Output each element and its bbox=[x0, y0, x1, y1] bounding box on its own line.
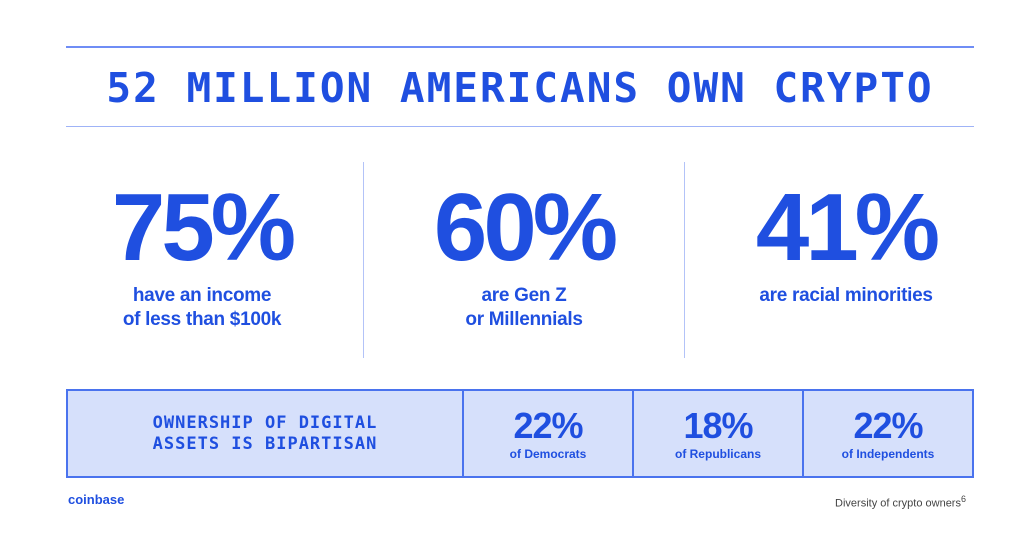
stat-income-value: 75% bbox=[111, 174, 296, 281]
stat-income-description: have an income of less than $100k bbox=[122, 285, 282, 330]
independents-label: of Independents bbox=[841, 446, 935, 461]
page-number: 6 bbox=[960, 494, 966, 504]
democrats-cell: 22% of Democrats bbox=[462, 391, 632, 476]
bipartisan-label: OWNERSHIP OF DIGITAL ASSETS IS BIPARTISA… bbox=[152, 412, 378, 454]
stat-divider bbox=[684, 162, 685, 358]
headline-underline bbox=[66, 126, 974, 127]
top-rule bbox=[66, 46, 974, 48]
stat-generation-description: are Gen Z or Millennials bbox=[465, 285, 583, 330]
stat-minorities: 41% are racial minorities bbox=[696, 180, 996, 308]
stat-minorities-description: are racial minorities bbox=[759, 285, 933, 306]
bipartisan-band: OWNERSHIP OF DIGITAL ASSETS IS BIPARTISA… bbox=[66, 389, 974, 478]
bipartisan-label-cell: OWNERSHIP OF DIGITAL ASSETS IS BIPARTISA… bbox=[68, 391, 462, 476]
stat-income: 75% have an income of less than $100k bbox=[52, 180, 352, 332]
independents-cell: 22% of Independents bbox=[802, 391, 972, 476]
footer-note: Diversity of crypto owners6 bbox=[835, 494, 966, 510]
stat-minorities-value: 41% bbox=[755, 174, 940, 281]
republicans-cell: 18% of Republicans bbox=[632, 391, 802, 476]
democrats-value: 22% bbox=[513, 404, 583, 446]
stat-generation: 60% are Gen Z or Millennials bbox=[374, 180, 674, 332]
brand-logo: coinbase bbox=[68, 492, 125, 507]
republicans-label: of Republicans bbox=[674, 446, 761, 461]
stat-divider bbox=[363, 162, 364, 358]
republicans-value: 18% bbox=[683, 404, 753, 446]
stat-generation-value: 60% bbox=[433, 174, 618, 281]
democrats-label: of Democrats bbox=[509, 446, 587, 461]
footer-caption: Diversity of crypto owners bbox=[835, 497, 961, 510]
independents-value: 22% bbox=[853, 404, 923, 446]
headline: 52 MILLION AMERICANS OWN CRYPTO bbox=[106, 64, 934, 112]
